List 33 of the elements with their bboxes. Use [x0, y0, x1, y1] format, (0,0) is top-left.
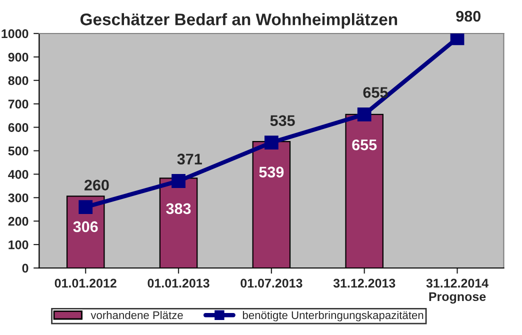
y-tick-label: 300 — [8, 193, 28, 202]
point — [450, 34, 464, 46]
data-label: 539 — [259, 166, 284, 178]
point — [172, 174, 186, 188]
y-tick-label: 1000 — [2, 29, 28, 38]
y-tick-label: 400 — [8, 170, 28, 179]
point — [357, 107, 372, 122]
y-tick-label: 500 — [8, 146, 28, 156]
y-tick-label: 600 — [8, 123, 28, 132]
data-label: 371 — [177, 154, 202, 165]
y-tick-label: 700 — [8, 100, 28, 108]
point — [78, 200, 93, 214]
y-tick-label: 0 — [22, 264, 28, 273]
legend-label: vorhandene Plätze — [90, 310, 183, 320]
y-tick-label: 900 — [8, 52, 28, 62]
x-tick-label: 31.12.2014 Prognose — [426, 278, 488, 304]
x-tick-label: 01.01.2012 — [54, 278, 116, 288]
y-tick-label: 100 — [8, 240, 28, 250]
chart-title: Geschätzer Bedarf an Wohnheimplätzen — [80, 13, 398, 29]
data-label: 535 — [270, 115, 295, 126]
y-tick-label: 200 — [8, 216, 28, 226]
x-tick-label: 01.01.2013 — [148, 278, 210, 288]
y-tick-label: 800 — [8, 76, 28, 86]
point — [264, 136, 278, 150]
x-tick-label: 01.07.2013 — [240, 278, 302, 288]
x-tick-label: 31.12.2013 — [333, 278, 396, 288]
data-label: 260 — [84, 180, 109, 191]
data-label: 655 — [352, 139, 377, 150]
data-label: 980 — [456, 10, 481, 22]
data-label: 306 — [73, 221, 98, 232]
data-label: 655 — [363, 87, 388, 98]
data-label: 383 — [166, 203, 191, 214]
legend-label: benötigte Unterbringungskapazitäten — [242, 310, 424, 322]
